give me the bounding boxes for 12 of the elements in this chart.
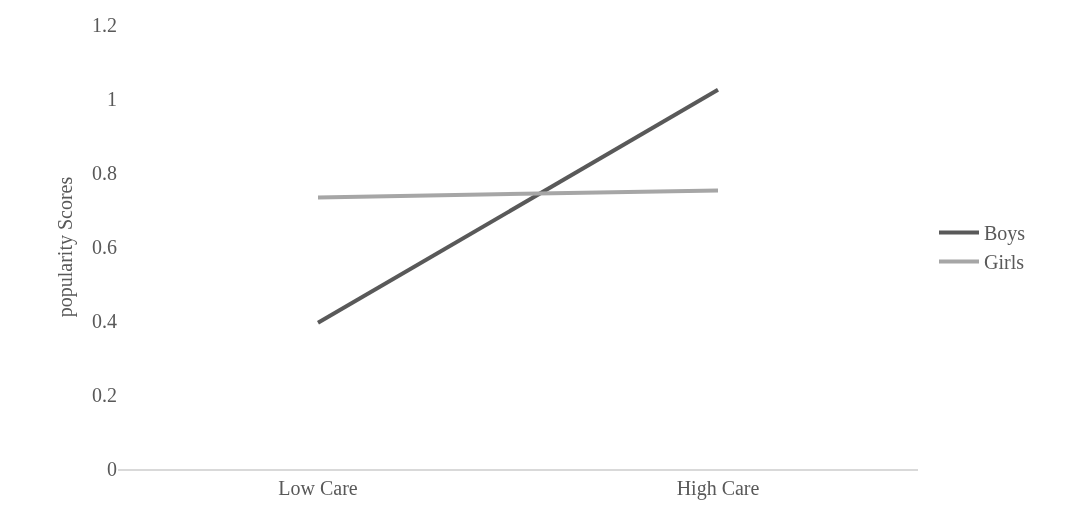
y-tick-label: 0.8	[92, 162, 117, 184]
y-tick-label: 0.4	[92, 310, 117, 332]
y-tick-label: 0.2	[92, 384, 117, 406]
y-tick-label: 0	[107, 458, 117, 480]
y-tick-label: 0.6	[92, 236, 117, 258]
legend-label: Girls	[984, 251, 1025, 274]
y-tick-label: 1.2	[92, 14, 117, 36]
y-axis-title: popularity Scores	[53, 176, 77, 318]
x-tick-label: Low Care	[278, 476, 358, 499]
x-tick-label: High Care	[676, 476, 760, 500]
legend-label: Boys	[984, 222, 1026, 246]
y-tick-label: 1	[107, 88, 117, 110]
